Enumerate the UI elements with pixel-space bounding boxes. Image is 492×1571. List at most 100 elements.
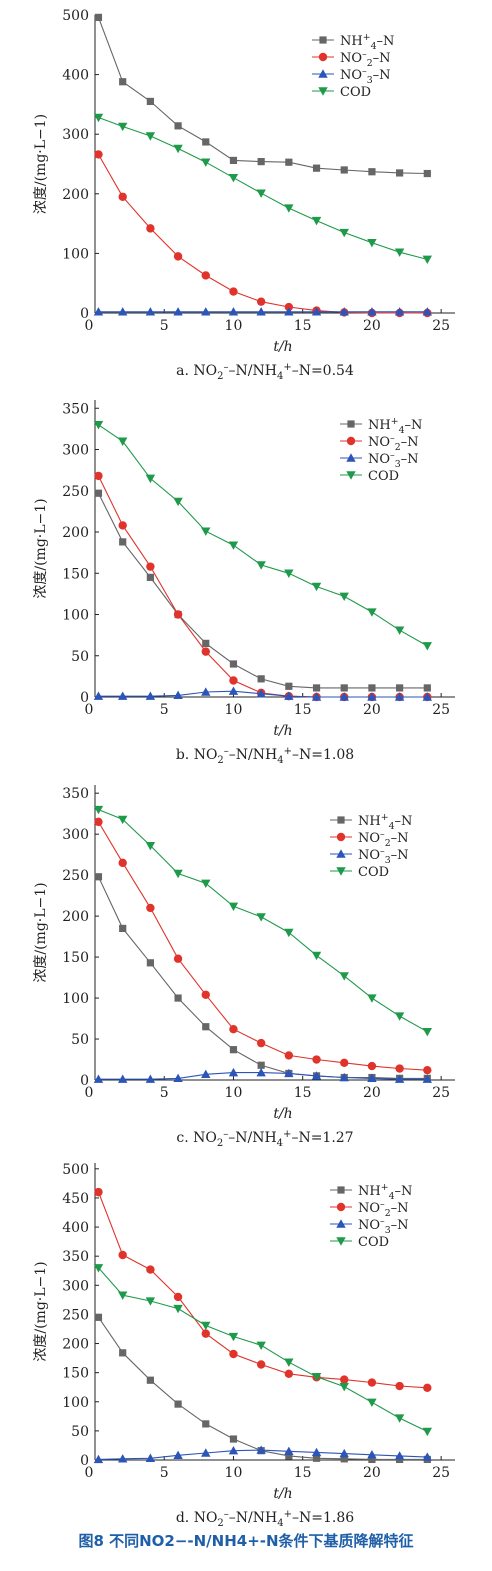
data-point (311, 951, 322, 961)
y-tick-label: 0 (80, 306, 89, 322)
y-tick-label: 0 (80, 1073, 89, 1089)
data-point (312, 164, 321, 172)
x-tick-label: 0 (85, 1085, 94, 1101)
data-point (256, 913, 266, 922)
data-point (339, 1448, 349, 1458)
series-line (98, 116, 428, 260)
y-axis-label: 浓度/(mg·L−1) (33, 1261, 49, 1361)
figure-caption: 图8 不同NO2−-N/NH4+-N条件下基质降解特征 (78, 1532, 414, 1550)
data-point (117, 1291, 128, 1300)
legend-entry: NO–3–N (340, 66, 391, 86)
data-point (423, 1383, 432, 1392)
x-tick-label: 5 (160, 702, 169, 718)
x-tick-label: 0 (85, 318, 94, 334)
y-tick-label: 400 (62, 68, 89, 84)
data-point (394, 1451, 405, 1460)
data-point (174, 1400, 182, 1408)
chart-panel-a: 0 100 200 300 400 500 0 5 10 15 20 25 t/h 浓度/(mg·L−1)… (33, 8, 455, 382)
data-point (284, 1446, 294, 1455)
data-point (339, 1072, 349, 1082)
panel-caption-text: b. NO2––N/NH4+–N=1.08 (176, 746, 354, 766)
legend-marker (336, 867, 346, 876)
legend-marker (347, 420, 355, 428)
data-point (117, 1454, 128, 1463)
data-point (93, 805, 104, 815)
data-point (395, 1381, 404, 1391)
data-point (394, 1414, 405, 1423)
data-point (284, 928, 294, 938)
y-tick-label: 450 (62, 1191, 89, 1207)
data-point (229, 676, 238, 685)
y-tick-label: 300 (62, 1278, 89, 1294)
legend-marker (318, 69, 328, 78)
legend-marker (346, 436, 356, 446)
data-point (93, 1454, 104, 1464)
x-tick-label: 20 (363, 1465, 381, 1481)
data-point (394, 248, 405, 257)
y-tick-label: 50 (71, 649, 89, 665)
y-tick-label: 50 (71, 1424, 89, 1440)
x-tick-label: 10 (225, 1085, 243, 1101)
panel-caption-text: a. NO2––N/NH4+–N=0.54 (176, 362, 354, 382)
data-point (202, 639, 210, 647)
legend-marker (337, 816, 345, 824)
series-no2 (94, 817, 432, 1075)
panel-caption-text: c. NO2––N/NH4+–N=1.27 (176, 1129, 353, 1149)
y-tick-label: 100 (62, 246, 89, 262)
series-no3 (93, 686, 433, 701)
y-tick-label: 300 (62, 827, 89, 843)
data-point (368, 684, 376, 692)
data-point (394, 1012, 405, 1021)
data-point (367, 608, 377, 617)
series-no2 (94, 1187, 432, 1392)
data-point (146, 97, 154, 106)
data-point (396, 169, 404, 177)
x-tick-label: 10 (225, 318, 243, 334)
series-line (98, 475, 428, 698)
data-point (395, 1064, 404, 1073)
data-point (94, 471, 103, 481)
data-point (257, 158, 265, 166)
data-point (228, 174, 239, 183)
data-point (312, 1055, 321, 1064)
y-tick-label: 250 (62, 1307, 89, 1323)
y-tick-label: 500 (62, 8, 89, 24)
legend-entry: NO–2–N (340, 49, 391, 69)
data-point (229, 1024, 238, 1034)
data-point (202, 1023, 210, 1031)
series-nh4 (94, 489, 431, 692)
y-tick-label: 350 (62, 401, 89, 417)
series-line (98, 1316, 428, 1460)
x-axis-label: t/h (273, 723, 292, 739)
data-point (201, 158, 211, 167)
y-tick-label: 100 (62, 991, 89, 1007)
data-point (118, 858, 127, 868)
data-point (340, 166, 348, 174)
series-nh4 (94, 13, 431, 178)
data-point (201, 879, 211, 889)
data-point (94, 13, 103, 21)
data-point (173, 252, 183, 261)
y-tick-label: 200 (62, 909, 89, 925)
y-tick-label: 300 (62, 127, 89, 143)
data-point (201, 307, 211, 316)
legend-entry: NO–3–N (368, 450, 419, 470)
x-tick-label: 15 (294, 1085, 312, 1101)
data-point (368, 168, 376, 176)
legend-marker (318, 52, 328, 62)
x-tick-label: 20 (363, 318, 381, 334)
data-point (394, 692, 405, 701)
data-point (257, 1061, 265, 1069)
data-point (311, 1373, 322, 1382)
data-point (367, 1398, 377, 1408)
data-point (367, 1061, 377, 1071)
data-point (173, 1450, 183, 1460)
data-point (311, 692, 322, 701)
data-point (201, 1321, 211, 1331)
legend-entry: NH+4–N (368, 416, 422, 436)
data-point (145, 841, 156, 851)
data-point (117, 437, 128, 446)
data-point (117, 307, 128, 316)
data-point (284, 204, 294, 213)
data-point (117, 122, 128, 132)
